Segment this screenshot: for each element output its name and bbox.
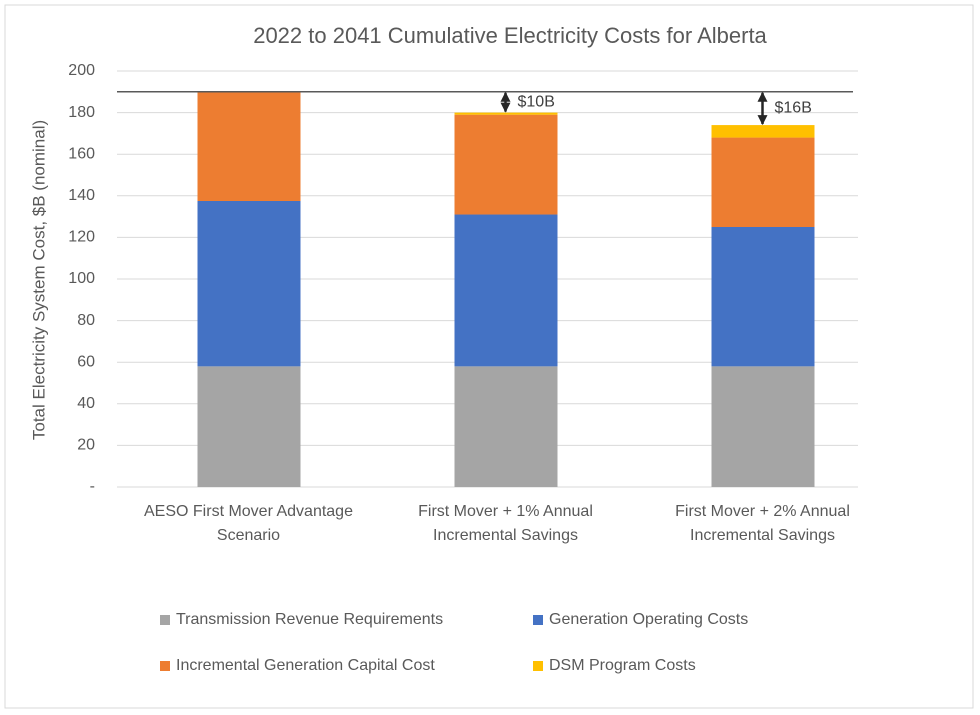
x-tick-label: Scenario	[217, 527, 280, 544]
x-tick-label: Incremental Savings	[433, 527, 578, 544]
y-tick-label: 140	[68, 187, 95, 204]
y-tick-label: 20	[77, 437, 95, 454]
x-tick-label: First Mover + 1% Annual	[418, 503, 593, 520]
x-tick-label: Incremental Savings	[690, 527, 835, 544]
legend-swatch	[533, 661, 543, 671]
chart-title: 2022 to 2041 Cumulative Electricity Cost…	[253, 23, 767, 48]
x-tick-label: First Mover + 2% Annual	[675, 503, 850, 520]
legend-label: Incremental Generation Capital Cost	[176, 657, 435, 674]
bar-segment	[711, 227, 815, 367]
legend-swatch	[533, 615, 543, 625]
annotation-label: $10B	[518, 93, 555, 110]
y-tick-label: 100	[68, 270, 95, 287]
y-tick-label: 60	[77, 353, 95, 370]
y-tick-label: 80	[77, 312, 95, 329]
bar-segment	[711, 366, 815, 487]
bar-segment	[454, 214, 558, 367]
bar-segment	[197, 201, 301, 367]
y-tick-label: 120	[68, 229, 95, 246]
y-axis-label: Total Electricity System Cost, $B (nomin…	[29, 120, 48, 440]
y-tick-label: 180	[68, 104, 95, 121]
bar-segment	[454, 114, 558, 215]
bar-segment	[197, 366, 301, 487]
y-tick-label: 160	[68, 145, 95, 162]
bar-segment	[454, 366, 558, 487]
bar-segment	[711, 125, 815, 138]
legend-swatch	[160, 615, 170, 625]
legend-swatch	[160, 661, 170, 671]
y-tick-label: -	[90, 478, 95, 495]
bar-segment	[454, 112, 558, 115]
legend-label: DSM Program Costs	[549, 657, 696, 674]
legend-label: Generation Operating Costs	[549, 611, 748, 628]
bar-segment	[197, 91, 301, 201]
x-tick-label: AESO First Mover Advantage	[144, 503, 353, 520]
annotation-label: $16B	[775, 100, 812, 117]
legend-label: Transmission Revenue Requirements	[176, 611, 443, 628]
bar-segment	[711, 137, 815, 227]
y-tick-label: 40	[77, 395, 95, 412]
y-tick-label: 200	[68, 62, 95, 79]
